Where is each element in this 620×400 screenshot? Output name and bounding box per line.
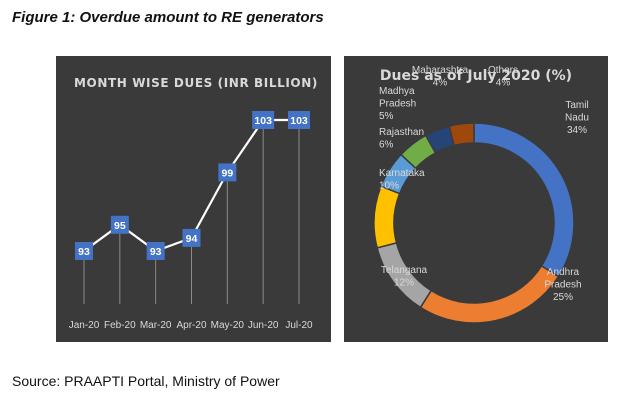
- slice-value-text: 12%: [394, 278, 414, 289]
- slice-name-text: Others: [488, 65, 518, 76]
- slice-value-text: 6%: [379, 140, 394, 151]
- data-point-marker: [288, 111, 310, 129]
- slice-value-text: 34%: [567, 125, 587, 136]
- figure-title: Figure 1: Overdue amount to RE generator…: [12, 9, 324, 26]
- slice-value-text: 4%: [433, 78, 448, 89]
- donut-chart-title: Dues as of July 2020 (%): [380, 68, 572, 84]
- data-label: 94: [186, 233, 198, 245]
- data-point-marker: [146, 242, 165, 260]
- slice-label: Karnataka 10%: [379, 168, 425, 192]
- x-tick-label: Jul-20: [285, 320, 313, 331]
- donut-slice: [473, 122, 575, 278]
- slice-name-text: Pradesh: [379, 99, 416, 110]
- data-label: 93: [78, 246, 90, 258]
- data-label: 99: [221, 167, 233, 179]
- slice-label: Telangana 12%: [381, 265, 428, 289]
- donut-slice: [448, 122, 475, 147]
- slice-name-text: Pradesh: [544, 280, 581, 291]
- data-label: 93: [150, 246, 162, 258]
- slice-label: Maharashtra 4%: [412, 65, 469, 89]
- data-point-marker: [110, 215, 129, 234]
- source-note: Source: PRAAPTI Portal, Ministry of Powe…: [12, 373, 280, 389]
- slice-value-text: 5%: [379, 111, 394, 122]
- x-tick-label: May-20: [211, 320, 245, 331]
- x-tick-label: Apr-20: [176, 320, 206, 331]
- line-chart-title: MONTH WISE DUES (INR BILLION): [74, 76, 318, 90]
- slice-name-text: Madhya: [379, 86, 415, 97]
- slice-name-text: Andhra: [547, 267, 580, 278]
- slice-name-text: Telangana: [381, 265, 428, 276]
- slice-name-text: Rajasthan: [379, 127, 424, 138]
- data-label: 103: [254, 115, 272, 127]
- x-tick-label: Jan-20: [69, 320, 100, 331]
- slice-value-text: 10%: [379, 181, 399, 192]
- data-point-marker: [75, 242, 93, 260]
- slice-name-text: Tamil: [565, 100, 588, 111]
- x-tick-label: Mar-20: [140, 320, 172, 331]
- slice-value-text: 4%: [496, 78, 511, 89]
- slice-value-text: 25%: [553, 292, 573, 303]
- x-tick-label: Jun-20: [248, 320, 279, 331]
- donut-slice: [373, 185, 401, 249]
- donut-slice: [419, 264, 560, 324]
- data-label: 103: [290, 115, 308, 127]
- line-chart: MONTH WISE DUES (INR BILLION) 93 95 93 94 99…: [69, 76, 318, 331]
- slice-name-text: Nadu: [565, 113, 589, 124]
- donut-chart-panel: Dues as of July 2020 (%) Tamil Nadu 34% And…: [344, 56, 608, 342]
- slice-label: Others 4%: [488, 65, 518, 89]
- slice-label: Rajasthan 6%: [379, 127, 424, 151]
- x-tick-label: Feb-20: [104, 320, 136, 331]
- data-point-marker: [252, 111, 275, 129]
- data-label: 95: [114, 220, 126, 232]
- data-point-marker: [182, 228, 201, 247]
- data-point-marker: [218, 163, 237, 182]
- slice-name-text: Maharashtra: [412, 65, 469, 76]
- slice-name-text: Karnataka: [379, 168, 425, 179]
- line-chart-panel: MONTH WISE DUES (INR BILLION) 93 95 93 94 99…: [56, 56, 331, 342]
